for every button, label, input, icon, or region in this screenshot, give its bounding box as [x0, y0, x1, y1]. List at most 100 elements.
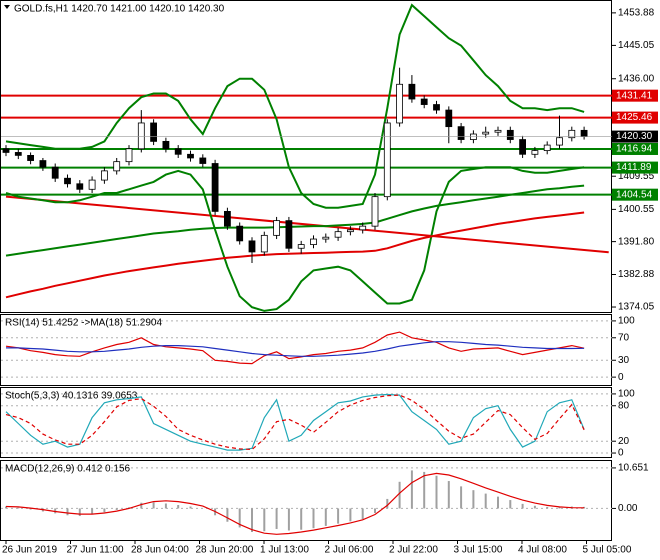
level-label-box — [612, 161, 658, 174]
level-label: 1411.89 — [616, 162, 652, 173]
candle-body — [51, 166, 59, 179]
candle-body — [359, 225, 367, 231]
current-price-box — [612, 130, 658, 143]
stoch-panel — [0, 387, 612, 458]
candle-body — [334, 231, 342, 238]
y-tick-label: 100 — [618, 316, 635, 327]
candle-body — [260, 234, 268, 253]
current-price-label: 1420.30 — [616, 131, 653, 142]
panel-title: RSI(14) 51.4252 ->MA(18) 51.2904 — [5, 318, 162, 329]
menu-arrow — [4, 5, 10, 9]
candle-body — [568, 129, 576, 139]
candle-body — [408, 83, 416, 100]
candle-body — [580, 129, 588, 138]
y-tick-label: 1436.00 — [618, 73, 655, 84]
y-tick-label: 0 — [618, 372, 624, 383]
x-tick-label: 3 Jul 15:00 — [454, 545, 503, 556]
candle-body — [531, 150, 539, 155]
rsi-panel — [0, 314, 612, 386]
y-tick-label: 1382.88 — [618, 269, 655, 280]
y-tick-label: 0 — [618, 448, 624, 459]
panel-title: GOLD.fs,H1 1420.70 1421.00 1420.10 1420.… — [14, 4, 225, 15]
indicator-line — [5, 394, 585, 451]
candle-body — [236, 225, 244, 242]
y-tick-label: 1400.55 — [618, 204, 655, 215]
candle-body — [248, 240, 256, 253]
candle-body — [187, 153, 194, 159]
candle-body — [174, 148, 182, 155]
candle-body — [383, 122, 391, 198]
candle-body — [64, 177, 71, 185]
y-tick-label: 20 — [618, 436, 630, 447]
y-tick-label: 100 — [618, 389, 635, 400]
indicator-line — [5, 184, 585, 257]
y-tick-label: 30 — [618, 355, 630, 366]
x-tick-label: 28 Jun 04:00 — [131, 545, 189, 556]
candle-body — [322, 236, 330, 240]
candle-body — [137, 122, 145, 150]
candle-body — [285, 220, 293, 249]
main-panel — [0, 0, 612, 313]
candle-body — [494, 129, 502, 133]
level-label-box — [612, 188, 658, 201]
candle-body — [2, 148, 10, 153]
y-tick-label: 1409.55 — [618, 171, 655, 182]
candle-body — [199, 157, 207, 164]
x-tick-label: 4 Jul 08:00 — [518, 545, 567, 556]
indicator-line — [5, 3, 585, 209]
y-tick-label: 0.00 — [618, 503, 638, 514]
y-tick-label: 1445.05 — [618, 40, 655, 51]
candle-body — [371, 196, 379, 227]
level-label: 1431.41 — [616, 90, 653, 101]
candle-body — [457, 126, 465, 140]
x-tick-label: 26 Jun 2019 — [2, 545, 57, 556]
candle-body — [113, 161, 121, 172]
panel-title: MACD(12,26,9) 0.412 0.156 — [5, 464, 131, 475]
macd-panel — [0, 460, 612, 541]
candle-body — [519, 139, 526, 155]
candle-body — [150, 122, 158, 142]
y-tick-label: 1374.05 — [618, 302, 655, 313]
candle-body — [445, 109, 453, 128]
y-tick-label: 80 — [618, 400, 630, 411]
candle-body — [101, 170, 108, 181]
x-tick-label: 1 Jul 13:00 — [260, 545, 309, 556]
candle-body — [14, 152, 22, 156]
indicator-line — [5, 166, 585, 312]
candle-body — [39, 160, 47, 168]
x-tick-label: 28 Jun 20:00 — [196, 545, 254, 556]
candle-body — [125, 148, 133, 163]
candle-body — [543, 144, 551, 152]
candle-body — [506, 129, 514, 140]
candle-body — [88, 179, 96, 190]
candle-body — [273, 220, 281, 236]
candle-body — [482, 131, 490, 135]
candle-body — [223, 211, 231, 227]
candle-body — [346, 229, 354, 233]
candle-body — [76, 183, 84, 190]
level-label-box — [612, 89, 658, 102]
level-label-box — [612, 111, 658, 124]
indicator-line — [6, 341, 585, 357]
y-tick-label: 1391.80 — [618, 236, 655, 247]
y-tick-label: 70 — [618, 332, 630, 343]
panel-title: Stoch(5,3,3) 40.1316 39.0653 — [5, 391, 138, 402]
level-label: 1404.54 — [616, 189, 653, 200]
candle-body — [310, 238, 317, 245]
level-label-box — [612, 142, 658, 155]
y-tick-label: 10.651 — [618, 463, 649, 474]
x-tick-label: 2 Jul 06:00 — [325, 545, 374, 556]
candle-body — [27, 154, 35, 161]
candle-body — [556, 137, 563, 146]
candle-body — [162, 140, 170, 150]
candle-body — [297, 244, 305, 249]
indicator-line — [5, 393, 585, 451]
y-tick-label: 1453.88 — [618, 8, 655, 19]
x-tick-label: 27 Jun 11:00 — [67, 545, 125, 556]
level-label: 1416.94 — [616, 144, 653, 155]
trendline — [5, 195, 609, 254]
x-tick-label: 2 Jul 22:00 — [389, 545, 438, 556]
candle-body — [420, 98, 428, 105]
